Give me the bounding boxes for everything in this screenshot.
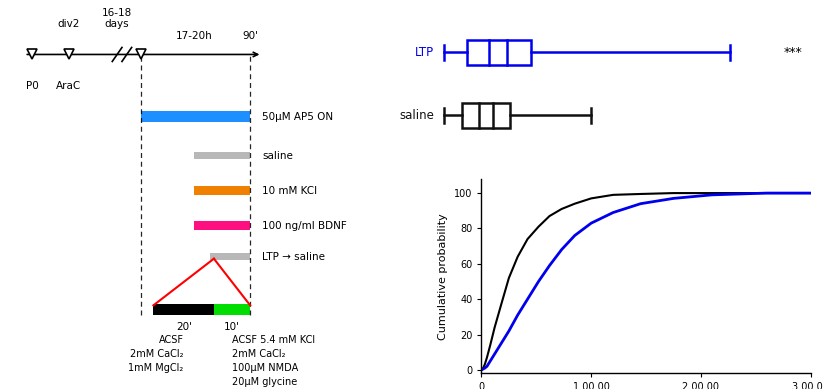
Bar — [214, 304, 250, 315]
Text: div2: div2 — [58, 19, 80, 29]
Y-axis label: Cumulative probability: Cumulative probability — [439, 213, 449, 340]
Text: saline: saline — [399, 109, 435, 122]
Bar — [193, 221, 250, 230]
Text: LTP: LTP — [415, 46, 435, 59]
Text: 20': 20' — [176, 322, 192, 332]
Text: AraC: AraC — [56, 81, 81, 91]
Bar — [210, 253, 250, 260]
Text: 50μM AP5 ON: 50μM AP5 ON — [263, 112, 333, 122]
Text: LTP → saline: LTP → saline — [263, 252, 325, 262]
Text: ACSF
2mM CaCl₂
1mM MgCl₂: ACSF 2mM CaCl₂ 1mM MgCl₂ — [128, 335, 184, 373]
Text: 100 ng/ml BDNF: 100 ng/ml BDNF — [263, 221, 347, 231]
Text: ACSF 5.4 mM KCl
2mM CaCl₂
100μM NMDA
20μM glycine
0.1μM rolipram: ACSF 5.4 mM KCl 2mM CaCl₂ 100μM NMDA 20μ… — [232, 335, 315, 389]
Text: 10': 10' — [225, 322, 240, 332]
Text: saline: saline — [263, 151, 293, 161]
Text: 16-18
days: 16-18 days — [102, 9, 133, 29]
Bar — [142, 111, 250, 122]
Bar — [193, 152, 250, 159]
Bar — [153, 304, 214, 315]
Text: P0: P0 — [26, 81, 39, 91]
Bar — [193, 186, 250, 195]
Bar — [462, 103, 510, 128]
Text: 90': 90' — [242, 31, 258, 41]
Text: ***: *** — [784, 46, 802, 59]
Text: 10 mM KCl: 10 mM KCl — [263, 186, 318, 196]
Bar — [467, 40, 531, 65]
Text: 17-20h: 17-20h — [175, 31, 212, 41]
